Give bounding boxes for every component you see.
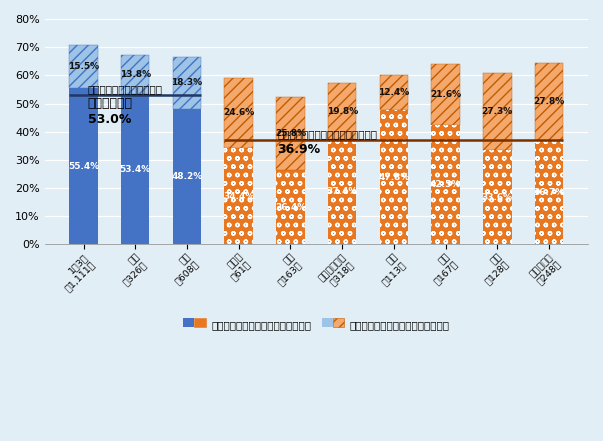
- Text: 19.8%: 19.8%: [327, 107, 358, 116]
- Text: 36.9%: 36.9%: [277, 143, 321, 156]
- Text: 21.6%: 21.6%: [430, 90, 461, 99]
- Bar: [173, 108, 201, 244]
- Text: 12.4%: 12.4%: [378, 88, 409, 97]
- Bar: [483, 150, 511, 244]
- Text: 34.4%: 34.4%: [223, 191, 254, 201]
- Text: 53.4%: 53.4%: [119, 165, 151, 174]
- Bar: [431, 64, 460, 125]
- Text: 「何らかの外国人材雇用」: 「何らかの外国人材雇用」: [87, 84, 163, 94]
- Text: 36.7%: 36.7%: [534, 188, 564, 197]
- Text: 53.0%: 53.0%: [87, 113, 131, 127]
- Bar: [328, 139, 356, 244]
- Bar: [121, 94, 150, 244]
- Bar: [483, 150, 511, 244]
- Text: 大都市圏平均: 大都市圏平均: [87, 97, 133, 110]
- Bar: [535, 63, 563, 141]
- Text: 18.3%: 18.3%: [171, 78, 203, 87]
- Bar: [276, 170, 305, 244]
- Bar: [431, 125, 460, 244]
- Text: 42.5%: 42.5%: [430, 180, 461, 189]
- Text: 27.8%: 27.8%: [534, 97, 564, 106]
- Text: 33.6%: 33.6%: [482, 193, 513, 202]
- Bar: [380, 75, 408, 110]
- Text: 25.8%: 25.8%: [275, 129, 306, 138]
- Bar: [224, 148, 253, 244]
- Text: 55.4%: 55.4%: [68, 162, 99, 171]
- Bar: [224, 148, 253, 244]
- Bar: [380, 110, 408, 244]
- Bar: [173, 57, 201, 108]
- Text: 「何らかの外国人材雇用」地方平均: 「何らかの外国人材雇用」地方平均: [277, 129, 377, 139]
- Bar: [328, 83, 356, 139]
- Text: 47.8%: 47.8%: [378, 172, 409, 182]
- Text: 13.8%: 13.8%: [120, 70, 151, 79]
- Text: 48.2%: 48.2%: [171, 172, 203, 181]
- Bar: [224, 78, 253, 148]
- Bar: [276, 97, 305, 170]
- Bar: [380, 110, 408, 244]
- Bar: [121, 55, 150, 94]
- Text: 27.3%: 27.3%: [482, 107, 513, 116]
- Bar: [69, 45, 98, 88]
- Bar: [431, 125, 460, 244]
- Text: 24.6%: 24.6%: [223, 108, 254, 117]
- Bar: [69, 88, 98, 244]
- Legend: 何らかの形で外国人を雇用している, 今後（３年程度）採用を検討したい: 何らかの形で外国人を雇用している, 今後（３年程度）採用を検討したい: [179, 316, 454, 334]
- Bar: [535, 141, 563, 244]
- Bar: [535, 141, 563, 244]
- Bar: [328, 139, 356, 244]
- Text: 37.4%: 37.4%: [326, 187, 358, 196]
- Text: 26.4%: 26.4%: [275, 203, 306, 212]
- Bar: [276, 170, 305, 244]
- Text: 15.5%: 15.5%: [68, 62, 99, 71]
- Bar: [483, 73, 511, 150]
